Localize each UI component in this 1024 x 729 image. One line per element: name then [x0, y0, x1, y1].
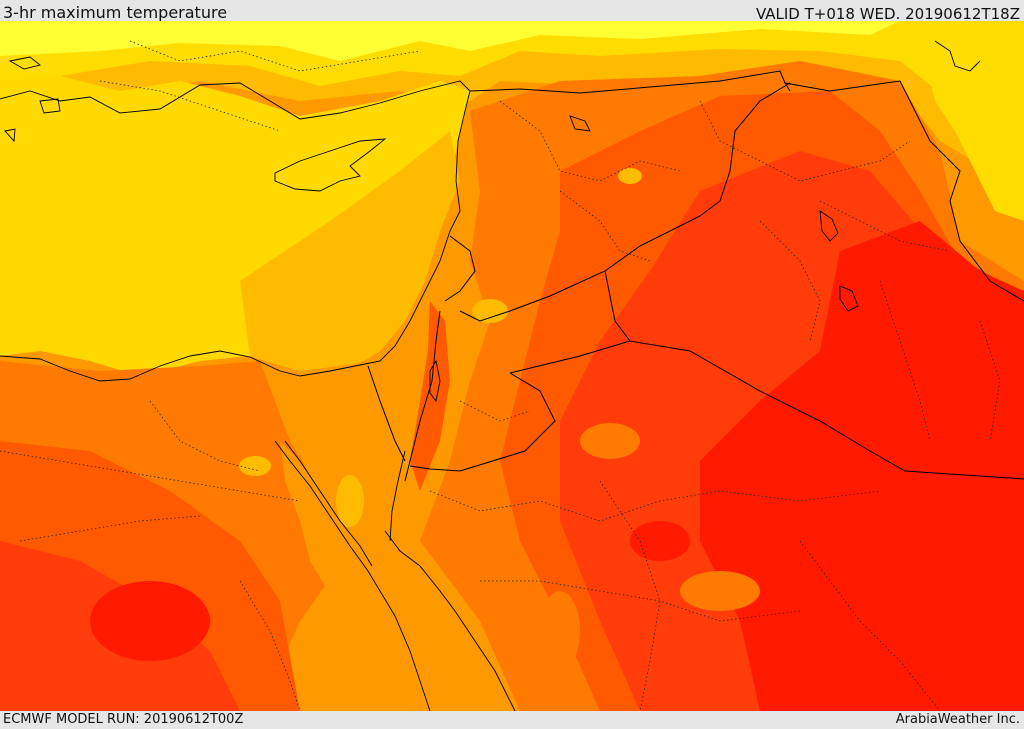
- levant-sea-warm: [240, 131, 460, 371]
- zone-red-hot: [700, 221, 1024, 711]
- model-run-label: ECMWF MODEL RUN: 20190612T00Z: [3, 712, 244, 727]
- footer-bar: ECMWF MODEL RUN: 20190612T00Z ArabiaWeat…: [0, 711, 1024, 729]
- north-coastline: [0, 80, 471, 382]
- border-iraq-iran: [784, 80, 1024, 302]
- border-saudi-jordan: [409, 372, 556, 472]
- band-north-yellow: [0, 21, 1024, 131]
- patches-red: [90, 521, 930, 681]
- gulf-of-suez: [284, 440, 373, 567]
- country-borders: [367, 70, 1024, 482]
- header-bar: 3-hr maximum temperature VALID T+018 WED…: [0, 0, 1024, 23]
- border-lebanon-syria: [444, 235, 476, 302]
- cyprus: [274, 138, 387, 192]
- red-sea-east-coast: [384, 530, 516, 711]
- temperature-map: [0, 21, 1024, 711]
- border-turkey-syria: [469, 70, 791, 94]
- red-sea-west-coast: [274, 440, 431, 711]
- aegean-islands: [4, 56, 61, 143]
- admin-borders: [0, 40, 1001, 711]
- credit-label: ArabiaWeather Inc.: [895, 712, 1020, 727]
- patches-dark: [540, 423, 760, 671]
- caspian-coast: [934, 40, 981, 72]
- red-sea: [280, 441, 510, 711]
- lake-tharthar: [819, 210, 839, 242]
- border-syria-iraq: [459, 82, 791, 322]
- sinai-warm: [300, 366, 405, 541]
- band-ne-yellow: [925, 21, 1024, 221]
- patches: [239, 168, 642, 527]
- jordan-valley-warm: [410, 301, 450, 491]
- border-israel-jordan: [404, 310, 441, 482]
- gulf-of-aqaba: [389, 450, 406, 542]
- euphrates-lake: [839, 285, 859, 312]
- border-egypt-israel: [367, 365, 406, 462]
- assad-lake: [569, 115, 591, 132]
- valid-time: VALID T+018 WED. 20190612T18Z: [755, 5, 1020, 23]
- border-iraq-saudi: [629, 340, 1024, 480]
- map-title: 3-hr maximum temperature: [3, 3, 228, 22]
- coastlines: [0, 40, 981, 711]
- band-north-pale-yellow: [0, 21, 900, 61]
